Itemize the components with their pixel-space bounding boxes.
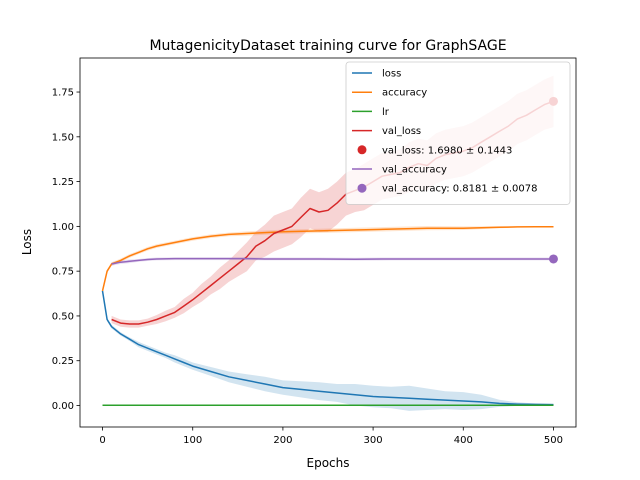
x-tick-label: 200 bbox=[273, 435, 292, 446]
legend: loss accuracy lr val_loss val_loss: 1.6980 ±… bbox=[345, 61, 571, 205]
legend-label: val_accuracy: 0.8181 ± 0.0078 bbox=[382, 184, 537, 195]
legend-swatch-marker bbox=[357, 145, 367, 155]
series-line-loss bbox=[101, 290, 554, 406]
x-tick-label: 300 bbox=[364, 435, 383, 446]
legend-label: lr bbox=[382, 107, 390, 118]
band-loss bbox=[102, 289, 554, 411]
legend-label: val_loss: 1.6980 ± 0.1443 bbox=[382, 145, 512, 156]
y-tick-label: 0.75 bbox=[52, 267, 74, 278]
series-line-val-accuracy bbox=[111, 257, 554, 265]
legend-entry: val_accuracy bbox=[352, 165, 447, 176]
y-axis-label: Loss bbox=[20, 229, 34, 255]
legend-entry: accuracy bbox=[352, 88, 427, 99]
y-tick-label: 1.75 bbox=[52, 88, 74, 99]
y-tick-label: 1.25 bbox=[52, 177, 74, 188]
legend-label: accuracy bbox=[382, 88, 427, 99]
x-tick-label: 0 bbox=[99, 435, 105, 446]
legend-swatch-marker bbox=[357, 183, 367, 193]
y-tick-label: 1.00 bbox=[52, 222, 74, 233]
legend-box bbox=[345, 61, 571, 205]
legend-label: val_loss bbox=[382, 126, 421, 137]
y-tick-label: 0.50 bbox=[52, 311, 74, 322]
y-tick-label: 0.00 bbox=[52, 401, 74, 412]
legend-entry: val_loss bbox=[352, 126, 421, 137]
x-tick-label: 400 bbox=[454, 435, 473, 446]
y-tick-label: 0.25 bbox=[52, 356, 74, 367]
legend-entry: val_accuracy: 0.8181 ± 0.0078 bbox=[357, 183, 537, 195]
x-axis-label: Epochs bbox=[307, 456, 350, 470]
x-tick-label: 100 bbox=[183, 435, 202, 446]
legend-entry: lr bbox=[352, 107, 390, 118]
legend-label: val_accuracy bbox=[382, 165, 447, 176]
y-axis-ticks: 0.00 0.25 0.50 0.75 1.00 1.25 1.50 1.75 bbox=[52, 88, 80, 412]
legend-label: loss bbox=[382, 69, 401, 80]
legend-entry: val_loss: 1.6980 ± 0.1443 bbox=[357, 145, 512, 156]
series-line-accuracy bbox=[101, 225, 554, 292]
x-tick-label: 500 bbox=[544, 435, 563, 446]
chart-title: MutagenicityDataset training curve for G… bbox=[149, 38, 506, 54]
final-marker-val-accuracy bbox=[548, 254, 558, 264]
x-axis-ticks: 0 100 200 300 400 500 bbox=[99, 427, 563, 446]
plot-area-frame bbox=[79, 57, 577, 428]
y-tick-label: 1.50 bbox=[52, 132, 74, 143]
legend-entry: loss bbox=[352, 69, 401, 80]
